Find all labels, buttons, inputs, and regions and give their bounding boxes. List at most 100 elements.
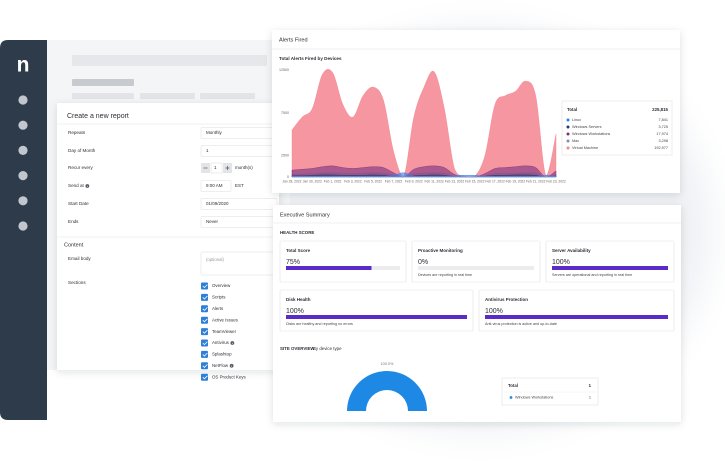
nav-icon[interactable] bbox=[18, 145, 28, 155]
x-tick-label: Jan 28, 2022 bbox=[282, 179, 301, 183]
legend-label: Mac bbox=[572, 139, 579, 143]
input-value: 9:00 AM bbox=[206, 183, 223, 188]
field-label: Ends bbox=[68, 219, 79, 224]
checkmark bbox=[202, 364, 208, 368]
x-tick-label: Feb 21, 2022 bbox=[526, 179, 546, 183]
card-title: Antivirus Protection bbox=[485, 297, 528, 302]
placeholder-bar bbox=[72, 55, 267, 66]
x-tick-label: Feb 3, 2022 bbox=[344, 179, 362, 183]
legend-value: 3,725 bbox=[658, 125, 668, 129]
card-title: Server Availability bbox=[552, 248, 591, 253]
nav-icon[interactable] bbox=[18, 120, 28, 130]
x-tick-label: Feb 13, 2022 bbox=[445, 179, 465, 183]
checkbox[interactable] bbox=[201, 362, 208, 370]
legend-value: 192,977 bbox=[654, 146, 668, 150]
input-value: Monthly bbox=[206, 130, 223, 135]
legend-total: 1 bbox=[589, 383, 592, 388]
score-card bbox=[478, 289, 675, 332]
legend-box bbox=[501, 377, 599, 406]
placeholder-bar bbox=[72, 79, 134, 86]
card-title: Disk Health bbox=[286, 297, 311, 302]
alerts-panel: Alerts Fired Total Alerts Fired by Devic… bbox=[272, 30, 680, 193]
progress-track bbox=[418, 266, 534, 270]
executive-summary: Executive Summary HEALTH SCORE SITE OVER… bbox=[273, 205, 681, 422]
panel-title: Executive Summary bbox=[280, 212, 330, 218]
legend-value: 7,841 bbox=[658, 118, 668, 122]
report-form: Create a new report Content Email body (… bbox=[57, 103, 279, 381]
checkbox[interactable] bbox=[201, 305, 208, 313]
progress-bar bbox=[552, 266, 668, 270]
chart-subtitle: By device type bbox=[313, 346, 342, 351]
card-value: 100% bbox=[485, 308, 503, 315]
checkbox[interactable] bbox=[201, 339, 208, 347]
nav-icon[interactable] bbox=[18, 171, 28, 181]
x-tick-label: Feb 5, 2022 bbox=[364, 179, 382, 183]
chart-title: SITE OVERVIEW bbox=[280, 346, 315, 351]
x-tick-label: Feb 23, 2022 bbox=[546, 179, 566, 183]
checkbox[interactable] bbox=[201, 373, 208, 381]
checkbox[interactable] bbox=[201, 350, 208, 358]
section-heading: Content bbox=[64, 242, 84, 248]
legend-label: Windows Workstations bbox=[572, 132, 610, 136]
checkbox[interactable] bbox=[201, 328, 208, 336]
number-input[interactable] bbox=[210, 162, 223, 174]
y-tick-label: 12500 bbox=[279, 68, 289, 72]
checkmark bbox=[202, 318, 208, 323]
checkbox[interactable] bbox=[201, 316, 208, 324]
segment-label: 100.0% bbox=[381, 362, 395, 366]
select-input[interactable] bbox=[200, 198, 278, 210]
select-input[interactable] bbox=[200, 180, 232, 192]
nav-icon[interactable] bbox=[18, 221, 28, 231]
checkbox-label: Active Issues bbox=[212, 317, 239, 322]
chart-title: Total Alerts Fired by Devices bbox=[279, 56, 342, 61]
checkmark bbox=[202, 375, 208, 380]
card-title: Total Score bbox=[286, 248, 311, 253]
progress-bar bbox=[286, 315, 467, 319]
y-tick-label: 0 bbox=[287, 175, 289, 179]
legend-swatch bbox=[566, 139, 570, 143]
input-value: Never bbox=[206, 219, 219, 224]
legend-total: 225,815 bbox=[652, 107, 668, 112]
checkmark bbox=[202, 352, 208, 357]
legend-swatch bbox=[509, 396, 513, 399]
input-unit: month(s) bbox=[235, 165, 253, 170]
field-label: Day of Month bbox=[68, 148, 96, 153]
checkbox-label: OS Product Keys bbox=[212, 374, 246, 379]
nav-icon[interactable] bbox=[18, 95, 28, 105]
form-panel bbox=[57, 103, 279, 370]
input-value: 1 bbox=[206, 148, 209, 153]
checkbox[interactable] bbox=[201, 282, 208, 290]
card-note: Anti-virus protection is active and up-t… bbox=[485, 322, 557, 326]
legend-title: Total bbox=[567, 107, 577, 112]
nav-icon[interactable] bbox=[18, 196, 28, 206]
x-tick-label: Feb 19, 2022 bbox=[506, 179, 526, 183]
card-value: 75% bbox=[286, 259, 300, 266]
checkbox[interactable] bbox=[201, 293, 208, 301]
checkmark bbox=[202, 295, 208, 300]
legend-label: Windows Servers bbox=[572, 125, 602, 129]
select-input[interactable] bbox=[200, 145, 278, 157]
legend-value: 3,298 bbox=[658, 139, 668, 143]
checkbox-label: Splashtop bbox=[212, 352, 232, 357]
score-card bbox=[279, 240, 407, 283]
legend-swatch bbox=[566, 132, 570, 136]
card-note: Devices are reporting in real time bbox=[418, 273, 472, 277]
sidebar-nav bbox=[18, 95, 28, 231]
x-tick-label: Jan 30, 2022 bbox=[303, 179, 322, 183]
checkmark bbox=[202, 341, 208, 346]
placeholder-bar bbox=[72, 93, 134, 99]
legend-swatch bbox=[566, 146, 570, 150]
legend-label: Virtual Machine bbox=[572, 146, 598, 150]
card-value: 100% bbox=[552, 259, 570, 266]
checkbox-label: Antivirus bbox=[212, 340, 230, 345]
card-title: Proactive Monitoring bbox=[418, 248, 463, 253]
checkbox-label: NetFlow bbox=[212, 363, 229, 368]
legend-value: 17,974 bbox=[656, 132, 668, 136]
x-tick-label: Feb 17, 2022 bbox=[485, 179, 505, 183]
checkbox-label: Alerts bbox=[212, 306, 224, 311]
section-heading: HEALTH SCORE bbox=[280, 230, 314, 235]
email-body-input[interactable] bbox=[200, 251, 278, 276]
checkbox-label: Scripts bbox=[212, 295, 226, 300]
input-placeholder: (optional) bbox=[206, 257, 224, 262]
